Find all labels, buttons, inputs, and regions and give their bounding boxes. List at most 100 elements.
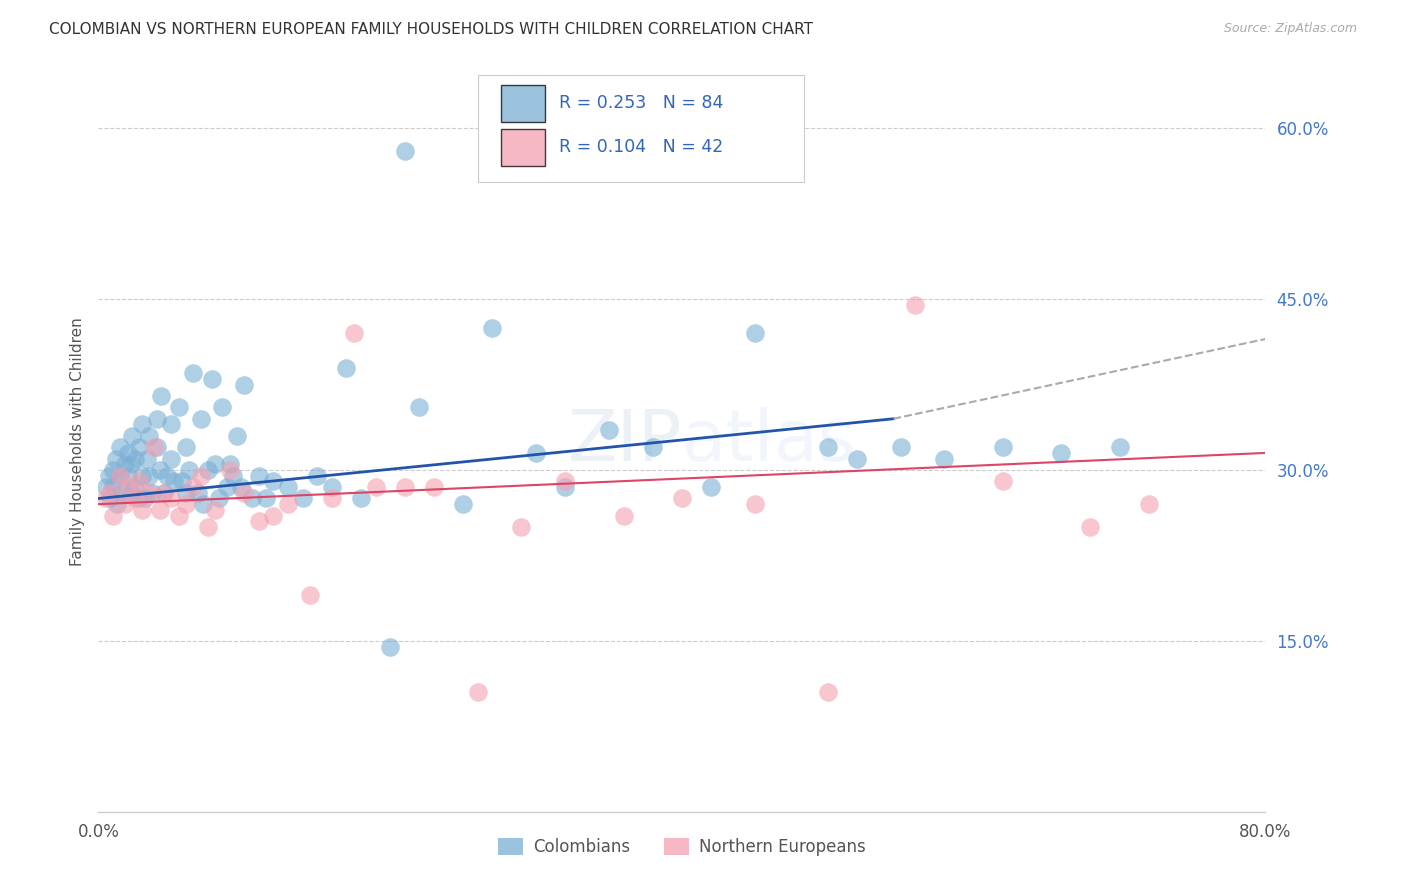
Point (817, 440, 839, 454)
Point (163, 475, 186, 489)
Point (181, 366, 204, 380)
Point (94, 480, 117, 494)
Point (138, 485, 160, 500)
Point (114, 497, 136, 511)
Point (1080, 520, 1102, 534)
Point (190, 411, 212, 425)
Point (247, 514, 270, 528)
Text: atlas: atlas (682, 407, 856, 476)
Point (846, 451, 869, 466)
Point (127, 491, 149, 506)
Point (350, 491, 373, 506)
Point (554, 480, 576, 494)
Point (408, 401, 430, 415)
Point (160, 451, 183, 466)
Point (510, 520, 533, 534)
Point (190, 468, 212, 483)
Point (700, 480, 723, 494)
Point (298, 588, 321, 602)
Point (226, 429, 249, 443)
Point (277, 480, 299, 494)
Point (114, 458, 136, 472)
Point (221, 468, 243, 483)
Point (1108, 440, 1130, 454)
Point (149, 463, 172, 477)
Text: ZIP: ZIP (568, 407, 682, 476)
Point (117, 468, 139, 483)
Point (211, 401, 233, 415)
Point (138, 429, 160, 443)
Point (110, 468, 132, 483)
Point (150, 389, 173, 403)
Point (167, 401, 190, 415)
Point (890, 440, 912, 454)
Point (120, 485, 142, 500)
Point (97, 468, 120, 483)
Point (128, 440, 150, 454)
Point (451, 497, 474, 511)
Point (160, 491, 183, 506)
Point (131, 503, 153, 517)
Point (160, 417, 183, 432)
Point (141, 485, 163, 500)
Point (934, 451, 956, 466)
Point (204, 458, 226, 472)
Point (117, 480, 139, 494)
Point (153, 485, 176, 500)
Point (201, 372, 224, 386)
Point (612, 508, 634, 523)
Point (101, 463, 124, 477)
Point (215, 480, 238, 494)
Point (671, 491, 693, 506)
Point (181, 480, 204, 494)
Point (1137, 497, 1160, 511)
Point (124, 451, 146, 466)
Point (744, 326, 766, 341)
Point (110, 440, 132, 454)
Point (208, 491, 231, 506)
Point (991, 440, 1014, 454)
Point (94, 491, 117, 506)
Point (197, 520, 219, 534)
Point (98, 491, 121, 506)
Point (177, 463, 200, 477)
Point (291, 491, 314, 506)
Point (138, 468, 160, 483)
Point (193, 497, 215, 511)
FancyBboxPatch shape (501, 85, 546, 121)
Point (146, 411, 169, 425)
Point (247, 468, 270, 483)
Point (170, 475, 193, 489)
Point (218, 463, 240, 477)
Point (134, 491, 156, 506)
Point (744, 497, 766, 511)
Point (321, 480, 343, 494)
Point (124, 480, 146, 494)
Point (121, 429, 143, 443)
Point (131, 417, 153, 432)
Point (554, 475, 576, 489)
Point (380, 640, 402, 654)
Point (204, 503, 226, 517)
Point (262, 508, 284, 523)
Point (394, 144, 416, 158)
Point (131, 468, 153, 483)
Point (254, 491, 277, 506)
Point (146, 440, 169, 454)
Text: Source: ZipAtlas.com: Source: ZipAtlas.com (1223, 22, 1357, 36)
Point (124, 491, 146, 506)
Point (101, 480, 124, 494)
Point (174, 485, 197, 500)
Text: R = 0.104   N = 42: R = 0.104 N = 42 (560, 138, 724, 156)
Point (104, 451, 127, 466)
Point (231, 480, 253, 494)
Point (111, 485, 134, 500)
Point (335, 360, 357, 375)
Point (524, 446, 547, 460)
Point (598, 423, 620, 437)
Point (110, 468, 132, 483)
Point (174, 497, 197, 511)
Point (394, 480, 416, 494)
Point (423, 480, 446, 494)
Point (149, 503, 172, 517)
